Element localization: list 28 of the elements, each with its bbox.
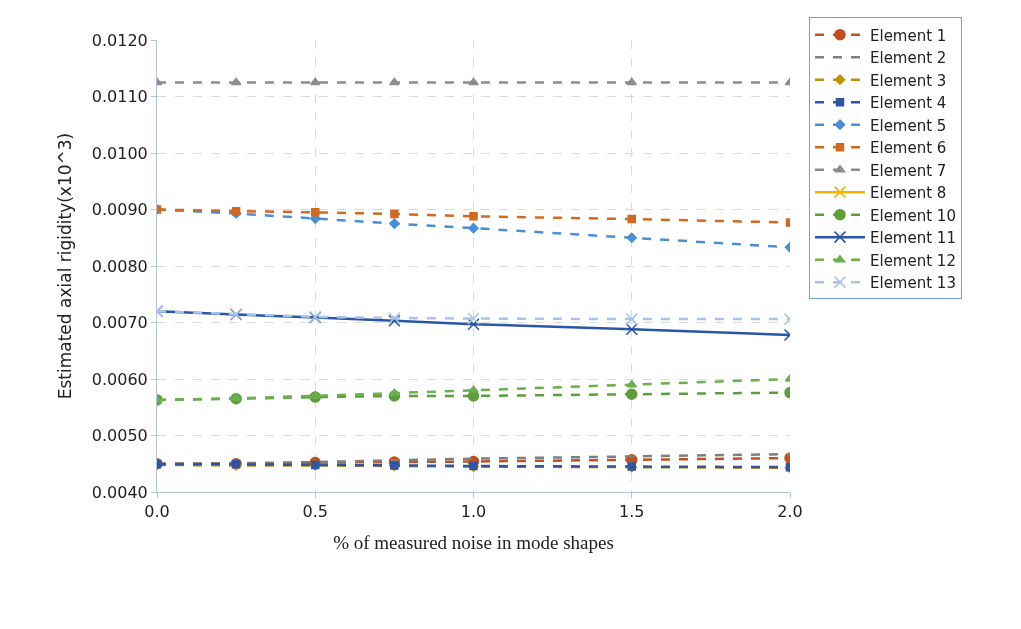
y-tick-label: 0.0040 [91, 482, 148, 502]
y-tick-label: 0.0050 [91, 426, 148, 446]
y-tick-label: 0.0090 [91, 200, 148, 220]
legend-label: Element 11 [869, 229, 956, 247]
y-tick-label: 0.0080 [91, 256, 148, 276]
legend-label: Element 1 [869, 26, 947, 45]
legend-label: Element 5 [869, 116, 947, 135]
legend-label: Element 12 [869, 251, 956, 270]
legend-label: Element 13 [869, 274, 956, 292]
legend-label: Element 6 [869, 139, 947, 157]
y-tick-label: 0.0070 [91, 313, 148, 333]
y-tick-label: 0.0060 [91, 369, 148, 389]
x-tick-label: 1.0 [460, 502, 487, 522]
x-axis-title: % of measured noise in mode shapes [333, 532, 614, 553]
x-tick-label: 0.5 [302, 502, 328, 522]
x-tick-label: 2.0 [777, 502, 803, 522]
legend-label: Element 2 [869, 49, 947, 67]
y-axis-title: Estimated axial rigidity(x10^3) [55, 132, 76, 400]
legend-label: Element 10 [869, 206, 956, 225]
y-tick-label: 0.0110 [91, 87, 148, 107]
legend-label: Element 4 [869, 94, 947, 112]
legend-label: Element 7 [869, 161, 947, 180]
x-tick-label: 0.0 [144, 502, 170, 522]
legend-label: Element 8 [869, 184, 947, 202]
y-tick-label: 0.0120 [91, 30, 148, 50]
y-tick-label: 0.0100 [91, 143, 148, 163]
legend-label: Element 3 [869, 71, 947, 90]
x-tick-label: 1.5 [619, 502, 645, 522]
